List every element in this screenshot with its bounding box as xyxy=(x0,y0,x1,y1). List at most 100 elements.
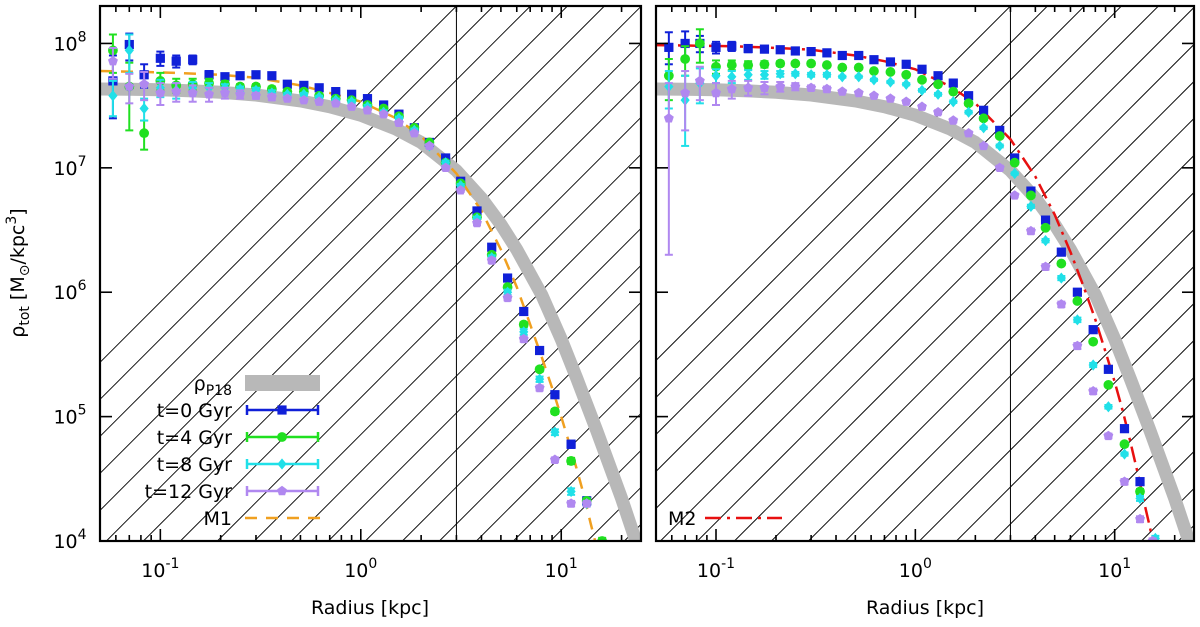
model-line xyxy=(656,43,1155,541)
x-tick-label: 10-1 xyxy=(697,556,735,582)
data-point xyxy=(853,62,864,73)
svg-text:t=8 Gyr: t=8 Gyr xyxy=(157,454,232,476)
hatch-line xyxy=(660,6,1194,541)
hatch-line xyxy=(402,301,641,541)
data-point xyxy=(901,78,911,90)
data-point xyxy=(155,53,165,63)
data-point xyxy=(204,89,214,99)
data-point xyxy=(534,382,545,393)
hatch-line xyxy=(1142,6,1200,541)
data-point xyxy=(917,64,927,74)
data-point xyxy=(994,162,1005,172)
data-point xyxy=(1056,272,1066,284)
data-point xyxy=(1147,535,1158,541)
data-point xyxy=(790,58,801,69)
data-point xyxy=(869,55,879,65)
data-point xyxy=(727,71,737,83)
data-point xyxy=(806,69,816,81)
legend-swatch-t4 xyxy=(245,432,320,442)
data-point xyxy=(1119,476,1130,486)
data-point xyxy=(1040,235,1051,247)
data-point xyxy=(822,48,832,58)
data-point xyxy=(711,42,721,52)
data-point xyxy=(663,113,674,123)
data-point xyxy=(963,106,974,118)
data-point xyxy=(1009,157,1020,168)
data-point xyxy=(853,87,864,98)
data-point xyxy=(1103,379,1114,390)
data-point xyxy=(1119,439,1130,450)
data-point xyxy=(933,107,943,117)
x-tick-label: 101 xyxy=(545,556,578,582)
data-point xyxy=(948,96,958,108)
data-point xyxy=(963,91,974,101)
data-point xyxy=(963,128,974,138)
data-point xyxy=(1009,190,1020,200)
data-point xyxy=(933,88,943,100)
data-point xyxy=(806,46,816,57)
data-point xyxy=(1135,492,1145,505)
data-point xyxy=(933,71,943,81)
data-point xyxy=(1010,167,1020,180)
x-axis-title: Radius [kpc] xyxy=(311,597,429,619)
data-point xyxy=(1056,258,1067,269)
data-point xyxy=(790,81,801,91)
data-point xyxy=(743,82,754,92)
x-tick-label: 10-1 xyxy=(141,556,179,582)
data-point xyxy=(901,59,911,69)
data-point xyxy=(534,364,545,375)
data-point xyxy=(837,50,847,61)
legend-marker xyxy=(277,405,287,415)
data-point xyxy=(963,98,974,109)
data-point xyxy=(743,43,753,54)
data-point xyxy=(282,93,293,103)
data-point xyxy=(519,306,529,317)
data-point xyxy=(854,50,864,61)
data-point xyxy=(806,82,817,92)
data-point xyxy=(978,140,989,151)
data-point xyxy=(566,439,576,449)
data-point xyxy=(362,94,373,104)
legend-marker xyxy=(277,432,287,442)
data-point xyxy=(775,81,786,91)
data-point xyxy=(1026,225,1036,236)
data-point xyxy=(775,68,785,80)
data-point xyxy=(775,58,786,69)
legend-swatch-t12 xyxy=(245,485,320,496)
data-point xyxy=(440,162,451,172)
data-point xyxy=(837,71,847,83)
data-point xyxy=(139,102,149,115)
legend: M2 xyxy=(668,508,782,530)
axis-ticks xyxy=(100,6,641,542)
hatched-region xyxy=(656,6,1194,541)
data-point xyxy=(550,454,560,464)
data-point xyxy=(837,86,848,96)
data-point xyxy=(1056,299,1067,309)
data-point xyxy=(822,69,832,81)
data-point xyxy=(806,58,817,69)
data-point xyxy=(821,60,832,70)
data-point xyxy=(346,101,357,111)
data-point xyxy=(680,38,690,49)
data-point xyxy=(108,90,118,102)
hatch-line xyxy=(365,264,641,541)
data-point xyxy=(581,498,592,508)
svg-text:M2: M2 xyxy=(668,508,696,530)
data-point xyxy=(251,84,261,96)
data-point xyxy=(1088,386,1099,396)
data-point xyxy=(885,57,896,67)
legend-marker xyxy=(277,485,287,496)
x-tick-labels: 10-1 100 101 xyxy=(697,556,1131,582)
svg-text:ρP18: ρP18 xyxy=(194,373,232,399)
hatch-line xyxy=(439,338,641,541)
hatch-line xyxy=(656,6,1011,362)
data-point xyxy=(155,87,166,98)
data-point xyxy=(108,56,118,66)
hatch-line xyxy=(656,6,1085,436)
y-axis-title: ρtot [M⊙/kpc3] xyxy=(4,208,33,337)
hatch-line xyxy=(100,6,568,475)
data-point xyxy=(362,105,373,115)
legend-marker xyxy=(277,458,287,470)
